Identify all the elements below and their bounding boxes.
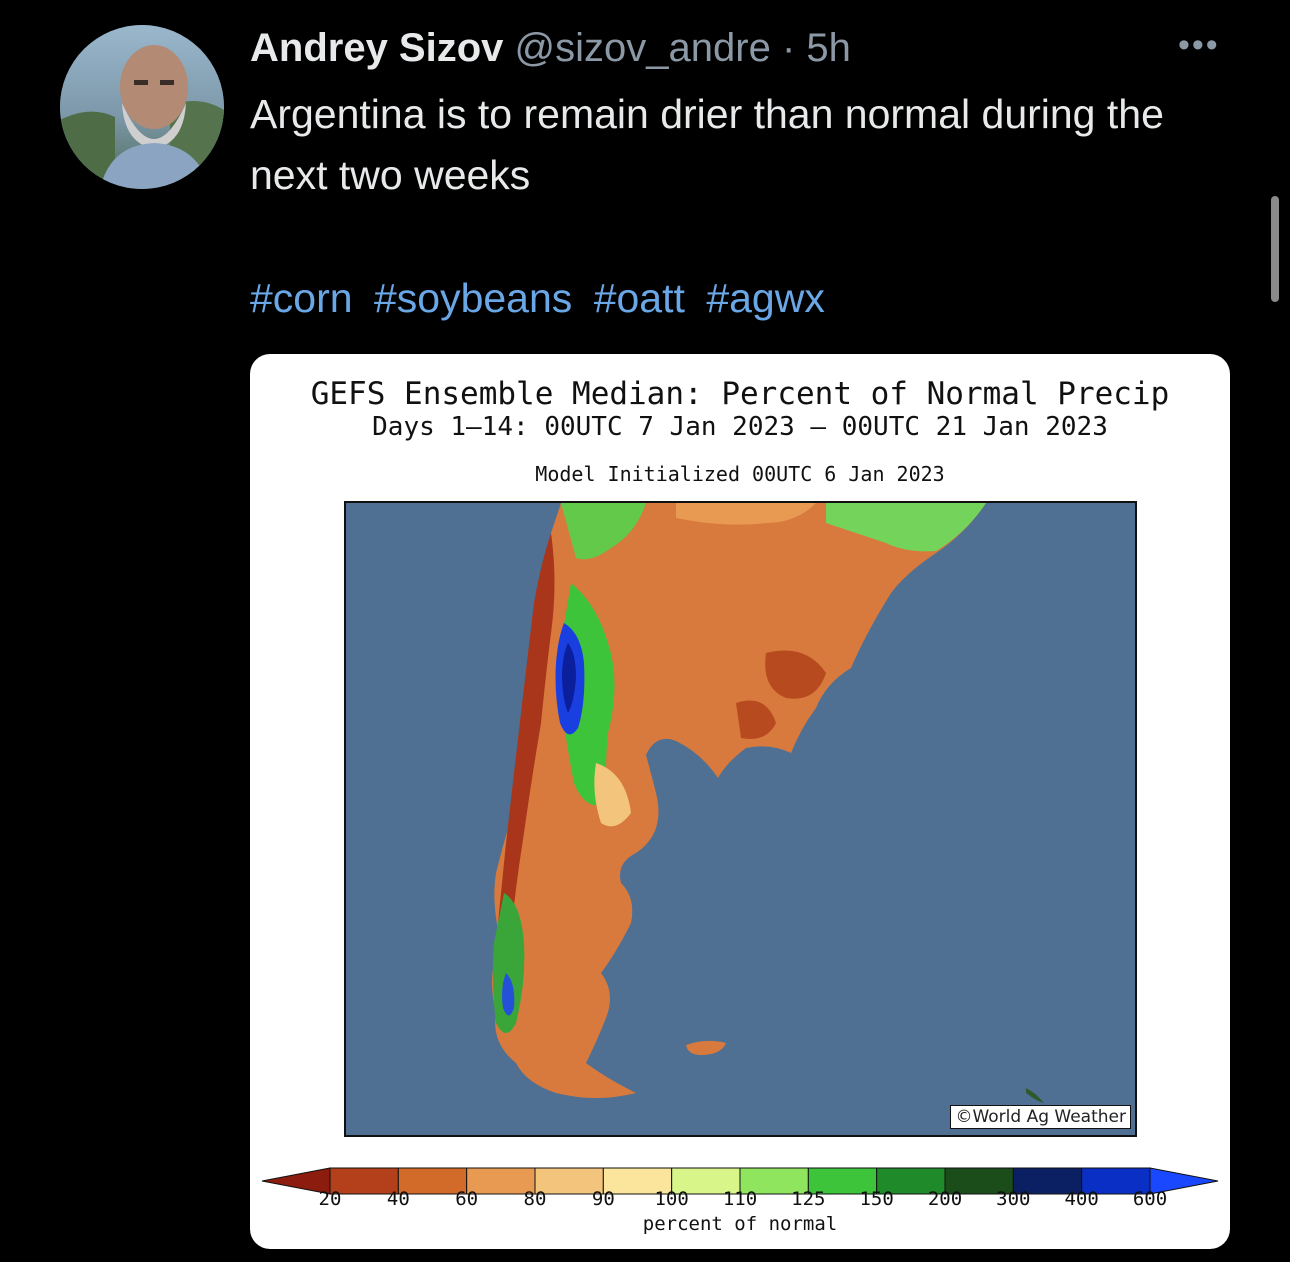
colorbar-segment xyxy=(1081,1167,1151,1195)
colorbar-arrow-right xyxy=(1149,1167,1219,1195)
tweet-media-image[interactable]: GEFS Ensemble Median: Percent of Normal … xyxy=(250,354,1230,1249)
colorbar-tick-label: 60 xyxy=(455,1188,479,1210)
timestamp[interactable]: 5h xyxy=(806,26,851,70)
precip-map: ©World Ag Weather xyxy=(344,501,1137,1137)
more-options-icon[interactable]: ••• xyxy=(1178,26,1220,64)
copyright-label: ©World Ag Weather xyxy=(950,1105,1131,1129)
colorbar-ticks: 20 40 60 80 90 100 110 125 150 200 300 400 600 xyxy=(250,1188,1230,1216)
hashtag-link[interactable]: #agwx xyxy=(706,275,825,321)
author-name[interactable]: Andrey Sizov xyxy=(250,26,504,70)
tweet-text: Argentina is to remain drier than normal… xyxy=(250,91,1164,198)
colorbar-tick-label: 110 xyxy=(722,1188,758,1210)
colorbar xyxy=(261,1167,1219,1195)
colorbar-tick-label: 125 xyxy=(791,1188,826,1210)
colorbar-tick-label: 90 xyxy=(591,1188,615,1210)
colorbar-segment xyxy=(1012,1167,1083,1195)
separator-dot: · xyxy=(781,26,796,70)
colorbar-segment xyxy=(876,1167,946,1195)
colorbar-segment xyxy=(397,1167,468,1195)
colorbar-segment xyxy=(807,1167,878,1195)
colorbar-segment xyxy=(329,1167,399,1195)
colorbar-tick-label: 400 xyxy=(1064,1188,1099,1210)
colorbar-tick-label: 150 xyxy=(859,1188,894,1210)
hashtag-link[interactable]: #soybeans xyxy=(373,275,573,321)
map-subtitle: Days 1–14: 00UTC 7 Jan 2023 – 00UTC 21 J… xyxy=(372,412,1108,442)
colorbar-tick-label: 300 xyxy=(996,1188,1031,1210)
colorbar-segment xyxy=(739,1167,809,1195)
colorbar-tick-label: 40 xyxy=(386,1188,410,1210)
colorbar-tick-label: 100 xyxy=(654,1188,689,1210)
colorbar-tick-label: 600 xyxy=(1132,1188,1168,1210)
colorbar-label: percent of normal xyxy=(642,1213,838,1235)
tweet-header: Andrey Sizov @sizov_andre · 5h xyxy=(250,22,851,74)
hashtag-list: #corn #soybeans #oatt #agwx xyxy=(250,272,835,324)
colorbar-segment xyxy=(671,1167,741,1195)
scrollbar[interactable] xyxy=(1271,196,1279,302)
map-title: GEFS Ensemble Median: Percent of Normal … xyxy=(310,376,1170,412)
model-initialized-text: Model Initialized 00UTC 6 Jan 2023 xyxy=(535,462,945,486)
map-graphic xyxy=(346,503,1135,1135)
colorbar-tick-label: 200 xyxy=(927,1188,963,1210)
colorbar-tick-label: 80 xyxy=(523,1188,547,1210)
colorbar-tick-label: 20 xyxy=(318,1188,342,1210)
avatar-photo xyxy=(60,25,224,189)
hashtag-link[interactable]: #corn xyxy=(250,275,353,321)
avatar[interactable] xyxy=(60,25,224,189)
hashtag-link[interactable]: #oatt xyxy=(593,275,685,321)
author-handle[interactable]: @sizov_andre xyxy=(514,26,771,70)
